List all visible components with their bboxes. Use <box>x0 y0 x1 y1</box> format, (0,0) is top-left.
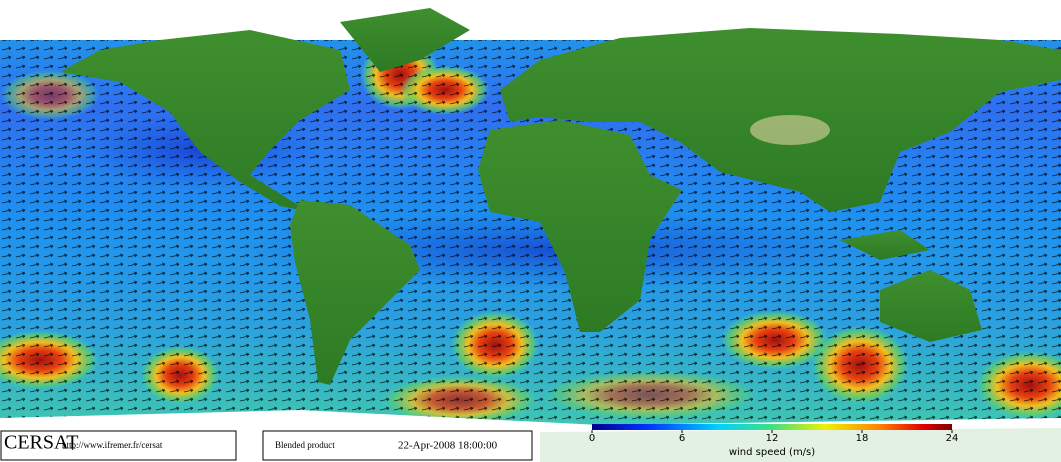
colorbar-tick-label: 0 <box>589 433 595 444</box>
colorbar-tick-label: 6 <box>679 433 685 444</box>
info-box <box>262 430 533 461</box>
logo-box <box>0 430 237 461</box>
colorbar-label: wind speed (m/s) <box>729 447 815 458</box>
colorbar-tick-label: 18 <box>856 433 869 444</box>
colorbar <box>592 424 952 430</box>
colorbar-tick-label: 12 <box>766 433 779 444</box>
url: http://www.ifremer.fr/cersat <box>62 440 163 450</box>
footer: CERSAT http://www.ifremer.fr/cersat Blen… <box>0 424 952 461</box>
date: 22-Apr-2008 18:00:00 <box>398 440 498 452</box>
colorbar-tick-label: 24 <box>946 433 959 444</box>
logo: CERSAT <box>4 432 78 454</box>
product: Blended product <box>275 440 335 450</box>
